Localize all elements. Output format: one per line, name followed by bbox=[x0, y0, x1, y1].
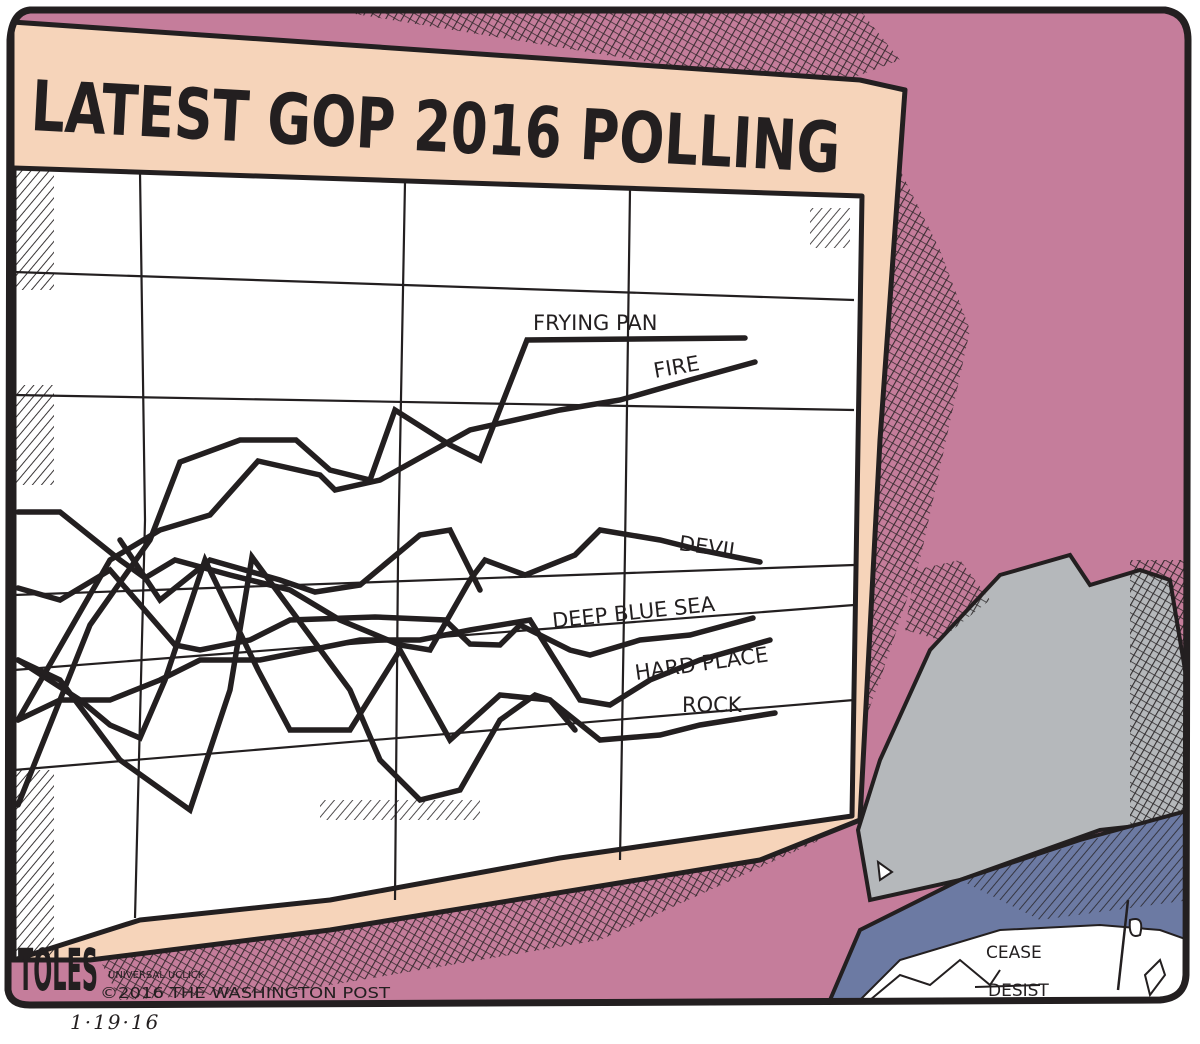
ear-tip bbox=[876, 859, 894, 882]
suit-hatching bbox=[960, 810, 1188, 920]
hatching bbox=[14, 385, 54, 485]
note-cease: CEASE bbox=[986, 943, 1042, 963]
cartoon-date: 1·19·16 bbox=[70, 1010, 161, 1034]
hatching bbox=[320, 800, 480, 820]
series-deep-blue-sea bbox=[15, 566, 756, 658]
underline bbox=[974, 984, 1041, 988]
head-shadow-left bbox=[905, 560, 990, 640]
artist-signature: TOLES bbox=[18, 936, 98, 1004]
label-frying-pan: FRYING PAN bbox=[533, 311, 657, 335]
pen-icon bbox=[1116, 899, 1130, 991]
hand-icon bbox=[1128, 918, 1143, 937]
series-rock-zigzag bbox=[15, 550, 578, 815]
series-rock bbox=[15, 552, 778, 745]
copyright-credit: ©2016 THE WASHINGTON POST bbox=[100, 984, 391, 1002]
chart-lines bbox=[15, 335, 778, 815]
small-figure-icon bbox=[1143, 958, 1167, 998]
note-desist: DESIST bbox=[988, 981, 1049, 1001]
series-hard-place bbox=[15, 616, 773, 723]
label-rock: ROCK bbox=[682, 693, 743, 717]
series-devil-zigzag bbox=[117, 526, 483, 605]
panel-border bbox=[4, 6, 1192, 1009]
syndicate-credit: UNIVERSAL UCLICK bbox=[108, 970, 205, 981]
hatching bbox=[810, 208, 850, 248]
head-shadow bbox=[1130, 560, 1188, 840]
hatching bbox=[14, 170, 54, 290]
mini-chart-sketch bbox=[869, 958, 1001, 1001]
series-frying-pan bbox=[15, 335, 748, 808]
series-fire bbox=[15, 359, 758, 723]
top-shadow bbox=[300, 10, 900, 90]
